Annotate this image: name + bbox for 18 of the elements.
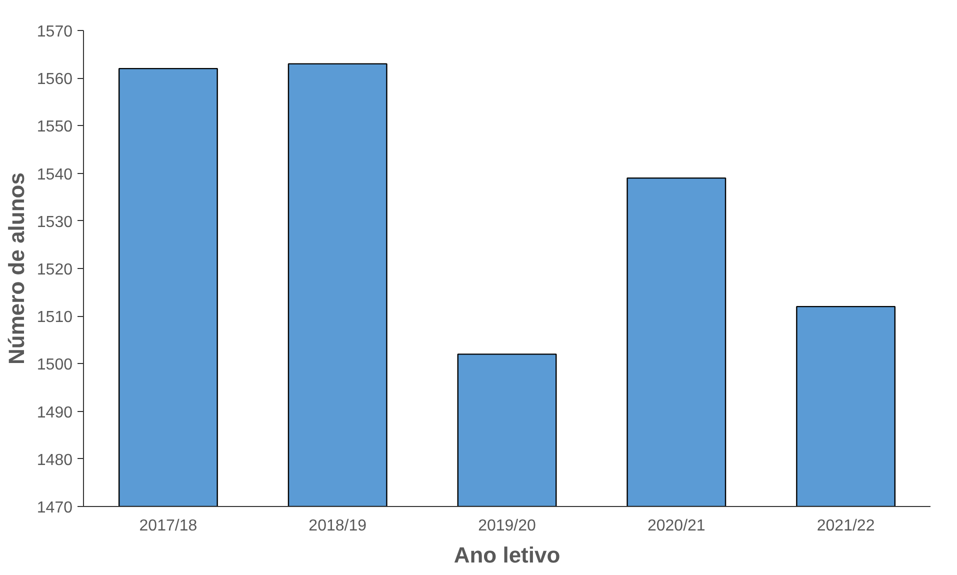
y-tick-label: 1490 xyxy=(36,404,73,422)
x-tick-label: 2017/18 xyxy=(139,518,198,534)
y-tick-label: 1500 xyxy=(36,356,73,374)
y-tick-label: 1510 xyxy=(36,309,73,326)
y-tick-label: 1550 xyxy=(36,118,73,136)
y-tick-label: 1480 xyxy=(36,452,73,469)
y-tick-label: 1530 xyxy=(36,214,73,231)
x-axis-title: Ano letivo xyxy=(454,542,560,568)
x-tick-label: 2020/21 xyxy=(647,518,706,534)
y-tick-label: 1570 xyxy=(36,24,73,40)
y-tick-label: 1520 xyxy=(36,262,73,278)
x-tick-label: 2018/19 xyxy=(308,518,367,534)
x-tick-label: 2021/22 xyxy=(816,518,875,534)
y-tick-label: 1540 xyxy=(36,166,73,184)
x-tick-label: 2019/20 xyxy=(478,518,536,534)
y-axis-title: Número de alunos xyxy=(4,172,29,364)
y-tick-label: 1560 xyxy=(36,71,73,88)
y-tick-label: 1470 xyxy=(36,500,73,516)
